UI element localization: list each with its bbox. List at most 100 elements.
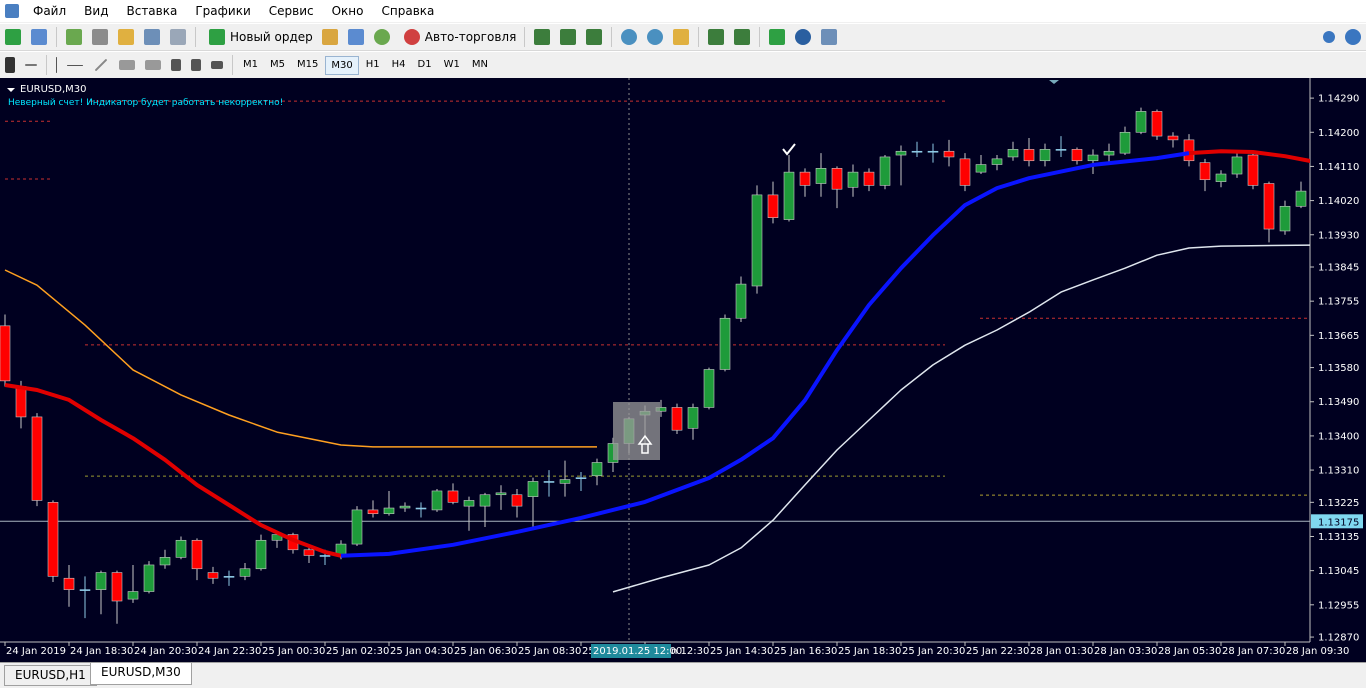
crosshair-label: 2019.01.25 12:00 [593,646,682,657]
candle-body [991,158,1003,165]
channel-tool[interactable] [119,60,135,70]
candle-body [591,462,603,477]
candle-body [415,507,427,510]
candle-body [959,158,971,186]
y-tick-label: 1.14020 [1318,196,1359,207]
autoscroll-button[interactable] [708,29,725,45]
profiles-button[interactable] [31,29,47,45]
timeframe-button[interactable]: H1 [365,58,380,70]
market-watch-button[interactable] [66,29,82,45]
menu-item[interactable]: Справка [381,4,435,18]
menu-bar: Файл Вид Вставка Графики Сервис Окно Справка [0,0,1366,22]
trendline-tool[interactable] [94,58,108,72]
candle-body [767,194,779,218]
new-order-button[interactable]: Новый ордер [204,29,313,45]
candle-body [431,490,443,511]
fibo-tool[interactable] [145,60,161,70]
candle-body [863,171,875,186]
app-icon [5,4,19,18]
candle-body [1295,190,1307,207]
candle-body [1279,205,1291,232]
title-marker [7,88,15,92]
menu-item[interactable]: Окно [331,4,364,18]
timeframe-group: M1 M5 M15 M30 H1 H4 D1 W1 MN [237,55,494,75]
x-tick-label: 28 Jan 01:30 [1030,646,1093,657]
candle-body [95,572,107,590]
y-tick-label: 1.13490 [1318,397,1359,408]
menu-item[interactable]: Вид [84,4,109,18]
tester-button[interactable] [170,29,186,45]
timeframe-button[interactable]: MN [471,58,488,70]
y-tick-label: 1.13045 [1318,566,1359,577]
candle-body [1039,149,1051,162]
candle-body [319,555,331,557]
plot-area [0,78,1310,642]
menu-item[interactable]: Графики [195,4,251,18]
candle-chart-button[interactable] [560,29,577,45]
new-chart-button[interactable] [5,29,21,45]
timeframe-button[interactable]: M15 [297,58,319,70]
navigator-button[interactable] [92,29,108,45]
account-button[interactable] [347,29,364,45]
candle-body [543,481,555,483]
candle-body [479,494,491,507]
candle-body [511,494,523,507]
x-tick-label: 25 Jan 00:30 [262,646,325,657]
timeframe-button[interactable]: H4 [391,58,406,70]
text-tool[interactable] [171,59,181,71]
indicators-button[interactable] [769,29,786,45]
signals-button[interactable] [373,29,390,45]
candle-body [143,564,155,592]
x-tick-label: 24 Jan 18:30 [70,646,133,657]
warning-text: Неверный счет! Индикатор будет работать … [8,98,283,108]
candle-body [111,572,123,602]
y-tick-label: 1.12955 [1318,600,1359,611]
timeframe-button[interactable]: M30 [325,55,359,75]
bar-chart-button[interactable] [534,29,551,45]
y-tick-label: 1.14110 [1318,162,1359,173]
tile-button[interactable] [673,29,690,45]
zoom-out-button[interactable] [647,29,664,45]
x-tick-label: 28 Jan 03:30 [1094,646,1157,657]
shift-button[interactable] [734,29,751,45]
templates-button[interactable] [821,29,838,45]
line-chart-button[interactable] [586,29,603,45]
candle-body [719,317,731,370]
candle-body [47,502,59,577]
x-tick-label: 28 Jan 09:30 [1286,646,1349,657]
label-tool[interactable] [191,59,201,71]
menu-item[interactable]: Файл [33,4,67,18]
terminal-button[interactable] [144,29,160,45]
indicator-line [4,383,342,558]
arrows-tool[interactable] [211,61,223,69]
vline-tool[interactable] [56,57,57,73]
candle-body [671,407,683,431]
auto-trading-button[interactable]: Авто-торговля [399,29,516,45]
menu-item[interactable]: Вставка [126,4,178,18]
chart-tab[interactable]: EURUSD,H1 [4,665,97,686]
candle-body [191,539,203,570]
hline-tool[interactable] [67,64,83,66]
timeframe-button[interactable]: M1 [243,58,258,70]
crosshair-tool[interactable] [25,64,37,66]
timeframe-button[interactable]: W1 [443,58,460,70]
candle-body [975,164,987,173]
candle-body [207,572,219,579]
periods-button[interactable] [795,29,812,45]
menu-item[interactable]: Сервис [268,4,314,18]
candle-body [1183,139,1195,162]
x-tick-label: 25 Jan 02:30 [326,646,389,657]
metaeditor-button[interactable] [321,29,338,45]
y-tick-label: 1.13580 [1318,363,1359,374]
timeframe-button[interactable]: D1 [417,58,432,70]
y-tick-label: 1.13845 [1318,263,1359,274]
chat-button[interactable] [1345,29,1361,45]
search-button[interactable] [1323,31,1335,43]
cursor-tool[interactable] [5,57,15,73]
zoom-in-button[interactable] [621,29,638,45]
chart-background [0,78,1366,662]
chart-tab[interactable]: EURUSD,M30 [90,663,192,685]
timeframe-button[interactable]: M5 [270,58,285,70]
favorites-button[interactable] [118,29,134,45]
y-tick-label: 1.13755 [1318,297,1359,308]
